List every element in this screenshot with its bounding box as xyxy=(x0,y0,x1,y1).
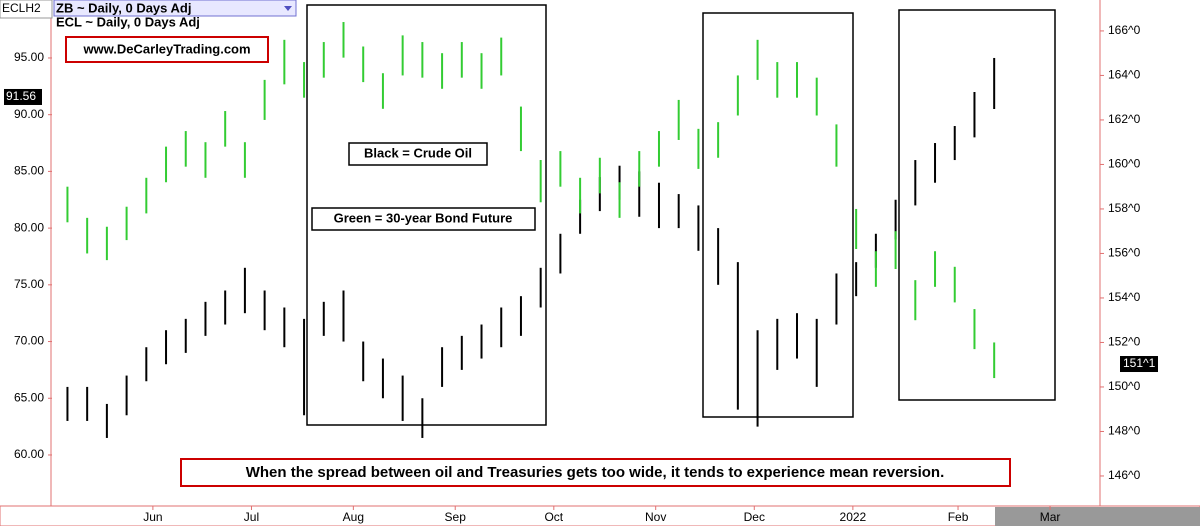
date-strip xyxy=(0,505,1200,526)
x-tick-label: Mar xyxy=(1040,510,1061,524)
legend-entry: ECL ~ Daily, 0 Days Adj xyxy=(56,14,200,29)
symbol: ECLH2 xyxy=(2,1,41,15)
x-tick-label: Nov xyxy=(645,510,666,524)
annotation-box xyxy=(65,36,269,63)
y-tick-label: 90.00 xyxy=(14,107,44,121)
highlight-box xyxy=(306,4,547,426)
series-selector[interactable] xyxy=(53,0,297,17)
last-price-badge xyxy=(1120,356,1158,373)
y2-tick-label: 156^0 xyxy=(1108,246,1141,260)
y2-tick-label: 154^0 xyxy=(1108,290,1141,304)
last-price-badge xyxy=(4,88,42,105)
y2-tick-label: 158^0 xyxy=(1108,201,1141,215)
last-price: 91.56 xyxy=(6,89,36,103)
caption: When the spread between oil and Treasuri… xyxy=(246,464,945,481)
annotation-box xyxy=(348,142,488,166)
annotation: www.DeCarleyTrading.com xyxy=(82,41,250,56)
y2-tick-label: 164^0 xyxy=(1108,68,1141,82)
legend-entry: ZB ~ Daily, 0 Days Adj xyxy=(56,0,191,15)
y2-tick-label: 160^0 xyxy=(1108,157,1141,171)
plot-area xyxy=(66,22,996,438)
highlight-box xyxy=(702,12,854,418)
annotation: Black = Crude Oil xyxy=(364,145,472,160)
y2-tick-label: 148^0 xyxy=(1108,424,1141,438)
annotation: Green = 30-year Bond Future xyxy=(334,210,513,225)
y-tick-label: 85.00 xyxy=(14,164,44,178)
annotation-box xyxy=(311,207,536,231)
x-tick-label: 2022 xyxy=(840,510,867,524)
y-tick-label: 75.00 xyxy=(14,277,44,291)
y2-tick-label: 162^0 xyxy=(1108,112,1141,126)
y-tick-label: 60.00 xyxy=(14,447,44,461)
x-tick-label: Jul xyxy=(244,510,259,524)
last-price: 151^1 xyxy=(1123,356,1156,370)
dropdown-arrow xyxy=(284,6,292,11)
x-tick-label: Oct xyxy=(544,510,563,524)
y2-tick-label: 146^0 xyxy=(1108,468,1141,482)
x-tick-label: Aug xyxy=(343,510,364,524)
y2-tick-label: 150^0 xyxy=(1108,379,1141,393)
y2-tick-label: 166^0 xyxy=(1108,23,1141,37)
y-tick-label: 80.00 xyxy=(14,220,44,234)
highlight-box xyxy=(898,9,1056,401)
x-tick-label: Sep xyxy=(445,510,467,524)
y2-tick-label: 152^0 xyxy=(1108,335,1141,349)
x-tick-label: Feb xyxy=(948,510,969,524)
x-tick-label: Dec xyxy=(744,510,765,524)
future-zone xyxy=(995,507,1200,526)
y-tick-label: 95.00 xyxy=(14,50,44,64)
x-tick-label: Jun xyxy=(143,510,162,524)
y-tick-label: 70.00 xyxy=(14,334,44,348)
symbol-field[interactable] xyxy=(0,0,53,19)
y-tick-label: 65.00 xyxy=(14,390,44,404)
caption-box xyxy=(180,458,1011,487)
